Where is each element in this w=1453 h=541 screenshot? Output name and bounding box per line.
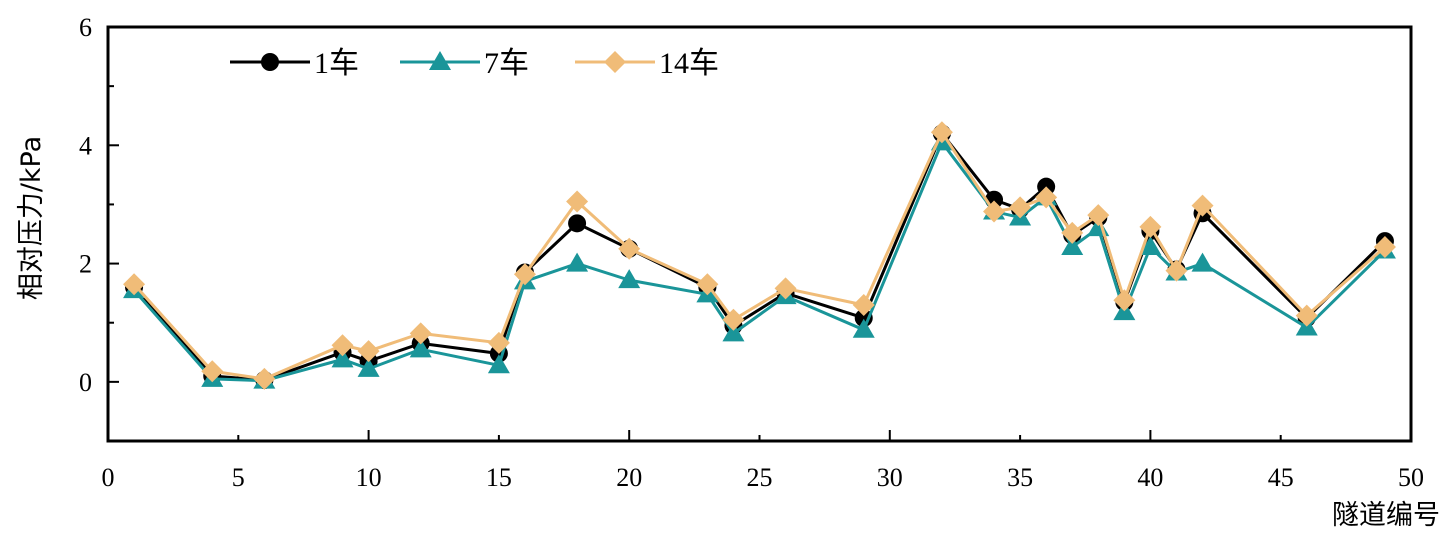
y-tick-label: 4	[79, 131, 92, 160]
data-point	[722, 308, 745, 331]
data-point	[253, 367, 276, 390]
data-point	[774, 277, 797, 300]
data-point	[930, 121, 953, 144]
data-point	[331, 334, 354, 357]
legend-item: 14车	[575, 47, 719, 80]
axis-ticks	[107, 26, 1412, 442]
data-point	[409, 338, 432, 358]
y-axis-title: 相对压力/kPa	[16, 136, 47, 300]
data-point	[201, 360, 224, 383]
x-tick-label: 0	[102, 463, 115, 492]
data-point	[1009, 196, 1032, 219]
y-tick-label: 2	[79, 250, 92, 279]
x-axis-title: 隧道编号	[1332, 500, 1440, 531]
data-point	[1061, 221, 1084, 244]
data-point	[852, 293, 875, 316]
series-line	[132, 130, 1386, 381]
data-point	[618, 269, 641, 289]
data-point	[331, 348, 354, 368]
data-point	[513, 263, 536, 286]
x-tick-label: 10	[356, 463, 382, 492]
data-point	[357, 340, 380, 363]
y-tick-label: 6	[79, 13, 92, 42]
y-tick-labels: 0 2 4 6	[79, 13, 92, 397]
series-line	[132, 131, 1386, 382]
data-point	[1061, 236, 1084, 256]
series-3	[123, 121, 1396, 390]
legend-label: 14车	[659, 47, 719, 80]
x-tick-label: 50	[1398, 463, 1424, 492]
x-tick-label: 25	[747, 463, 773, 492]
series-layer	[123, 121, 1396, 390]
data-point	[618, 237, 641, 260]
plot-frame	[106, 25, 1413, 443]
legend-item: 1车	[230, 47, 359, 80]
data-point	[487, 354, 510, 374]
data-point	[1165, 259, 1188, 282]
y-tick-label: 0	[79, 368, 92, 397]
data-point	[852, 318, 875, 338]
legend-marker	[261, 53, 279, 71]
data-point	[123, 273, 146, 296]
data-point	[1295, 304, 1318, 327]
data-point	[1191, 194, 1214, 217]
data-point	[722, 322, 745, 342]
data-point	[566, 252, 589, 272]
legend-label: 7车	[484, 47, 529, 80]
data-point	[1191, 252, 1214, 272]
data-point	[566, 190, 589, 213]
data-point	[1139, 215, 1162, 238]
data-point	[1087, 204, 1110, 227]
series-line	[132, 140, 1386, 383]
legend-marker	[429, 51, 451, 70]
x-tick-label: 45	[1268, 463, 1294, 492]
x-tick-label: 40	[1137, 463, 1163, 492]
x-tick-label: 5	[232, 463, 245, 492]
data-point	[1035, 186, 1058, 209]
x-tick-labels: 0 5 10 15 20 25 30 35 40 45 50	[102, 463, 1425, 492]
data-point	[487, 331, 510, 354]
data-point	[357, 357, 380, 377]
data-point	[983, 200, 1006, 223]
data-point	[1373, 236, 1396, 259]
data-point	[1113, 289, 1136, 312]
legend-item: 7车	[400, 47, 529, 80]
data-point	[1139, 236, 1162, 256]
data-point	[696, 273, 719, 296]
legend-marker	[604, 51, 626, 73]
x-tick-label: 15	[486, 463, 512, 492]
data-point	[568, 214, 587, 233]
x-tick-label: 30	[877, 463, 903, 492]
x-tick-label: 20	[616, 463, 642, 492]
x-tick-label: 35	[1007, 463, 1033, 492]
data-point	[409, 322, 432, 345]
series-2	[123, 131, 1396, 389]
legend: 1车 7车 14车	[230, 47, 719, 80]
legend-label: 1车	[314, 47, 359, 80]
